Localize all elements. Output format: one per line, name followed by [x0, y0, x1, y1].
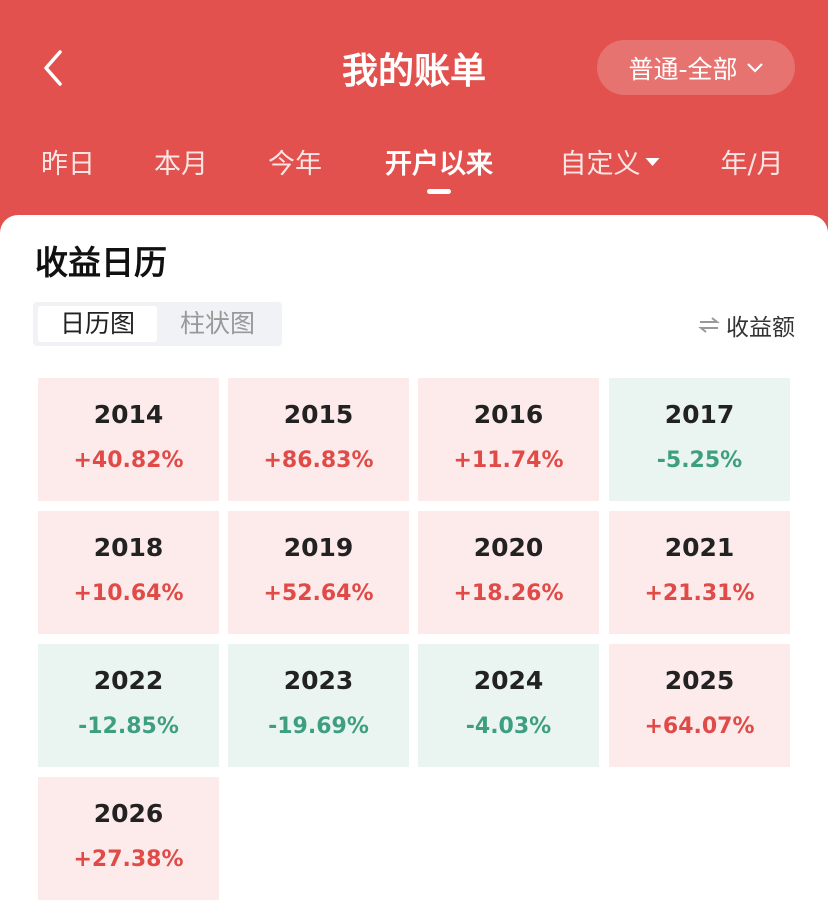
tab[interactable]: 今年: [268, 142, 322, 181]
year-label: 2019: [283, 533, 354, 562]
tab[interactable]: 昨日: [41, 142, 95, 181]
year-cell[interactable]: 2024 -4.03%: [418, 644, 599, 767]
chevron: [746, 62, 763, 73]
return-value: +27.38%: [73, 847, 184, 872]
year-label: 2026: [93, 799, 164, 828]
return-value: +18.26%: [453, 581, 564, 606]
return-value: -5.25%: [656, 448, 743, 473]
metric-label: 收益额: [726, 315, 795, 341]
return-value: -4.03%: [465, 714, 552, 739]
account-label: 普通-全部: [628, 54, 738, 84]
year-cell[interactable]: 2020 +18.26%: [418, 511, 599, 634]
year-label: 2022: [93, 666, 164, 695]
year-cell[interactable]: 2022 -12.85%: [38, 644, 219, 767]
view-toggle: 日历图 柱状图: [33, 302, 282, 346]
year-label: 2016: [473, 400, 544, 429]
header-title: 我的账单: [341, 51, 486, 92]
tab-label: 今年: [268, 149, 322, 180]
year-label: 2025: [664, 666, 735, 695]
return-value: -19.69%: [268, 714, 369, 739]
year-label: 2020: [473, 533, 544, 562]
year-label: 2023: [283, 666, 354, 695]
year-label: 2021: [664, 533, 735, 562]
year-label: 2017: [664, 400, 735, 429]
tab[interactable]: 自定义: [560, 142, 661, 181]
dropdown-caret: [645, 157, 660, 166]
year-cell[interactable]: 2018 +10.64%: [38, 511, 219, 634]
year-label: 2014: [93, 400, 164, 429]
section-title: 收益日历: [35, 243, 167, 282]
return-value: +11.74%: [453, 448, 564, 473]
view-option[interactable]: 日历图: [38, 306, 157, 342]
tab-label: 自定义: [559, 149, 641, 180]
tab-label: 本月: [154, 149, 208, 180]
year-label: 2018: [93, 533, 164, 562]
year-cell[interactable]: 2017 -5.25%: [609, 378, 790, 501]
return-value: +21.31%: [644, 581, 755, 606]
account-selector[interactable]: 普通-全部: [597, 40, 795, 95]
return-value: +10.64%: [73, 581, 184, 606]
return-value: +52.64%: [263, 581, 374, 606]
year-cell[interactable]: 2014 +40.82%: [38, 378, 219, 501]
year-cell[interactable]: 2021 +21.31%: [609, 511, 790, 634]
tab-indicator: [427, 189, 451, 194]
metric-switch[interactable]: 收益额: [698, 308, 795, 342]
year-cell[interactable]: 2023 -19.69%: [228, 644, 409, 767]
tab[interactable]: 本月: [154, 142, 208, 181]
year-label: 2015: [283, 400, 354, 429]
tab[interactable]: 年/月: [720, 142, 783, 181]
year-cell[interactable]: 2016 +11.74%: [418, 378, 599, 501]
return-value: +40.82%: [73, 448, 184, 473]
return-value: +86.83%: [263, 448, 374, 473]
swap-icon: [698, 317, 720, 333]
tab[interactable]: 开户以来: [385, 142, 493, 181]
return-value: -12.85%: [78, 714, 179, 739]
view-option[interactable]: 柱状图: [179, 309, 255, 338]
year-cell[interactable]: 2026 +27.38%: [38, 777, 219, 900]
tab-label: 昨日: [41, 149, 95, 180]
year-cell[interactable]: 2015 +86.83%: [228, 378, 409, 501]
return-value: +64.07%: [644, 714, 755, 739]
back-button[interactable]: [36, 48, 76, 88]
year-label: 2024: [473, 666, 544, 695]
tab-label: 开户以来: [385, 149, 493, 180]
tab-label: 年/月: [720, 149, 784, 180]
year-cell[interactable]: 2025 +64.07%: [609, 644, 790, 767]
year-cell[interactable]: 2019 +52.64%: [228, 511, 409, 634]
